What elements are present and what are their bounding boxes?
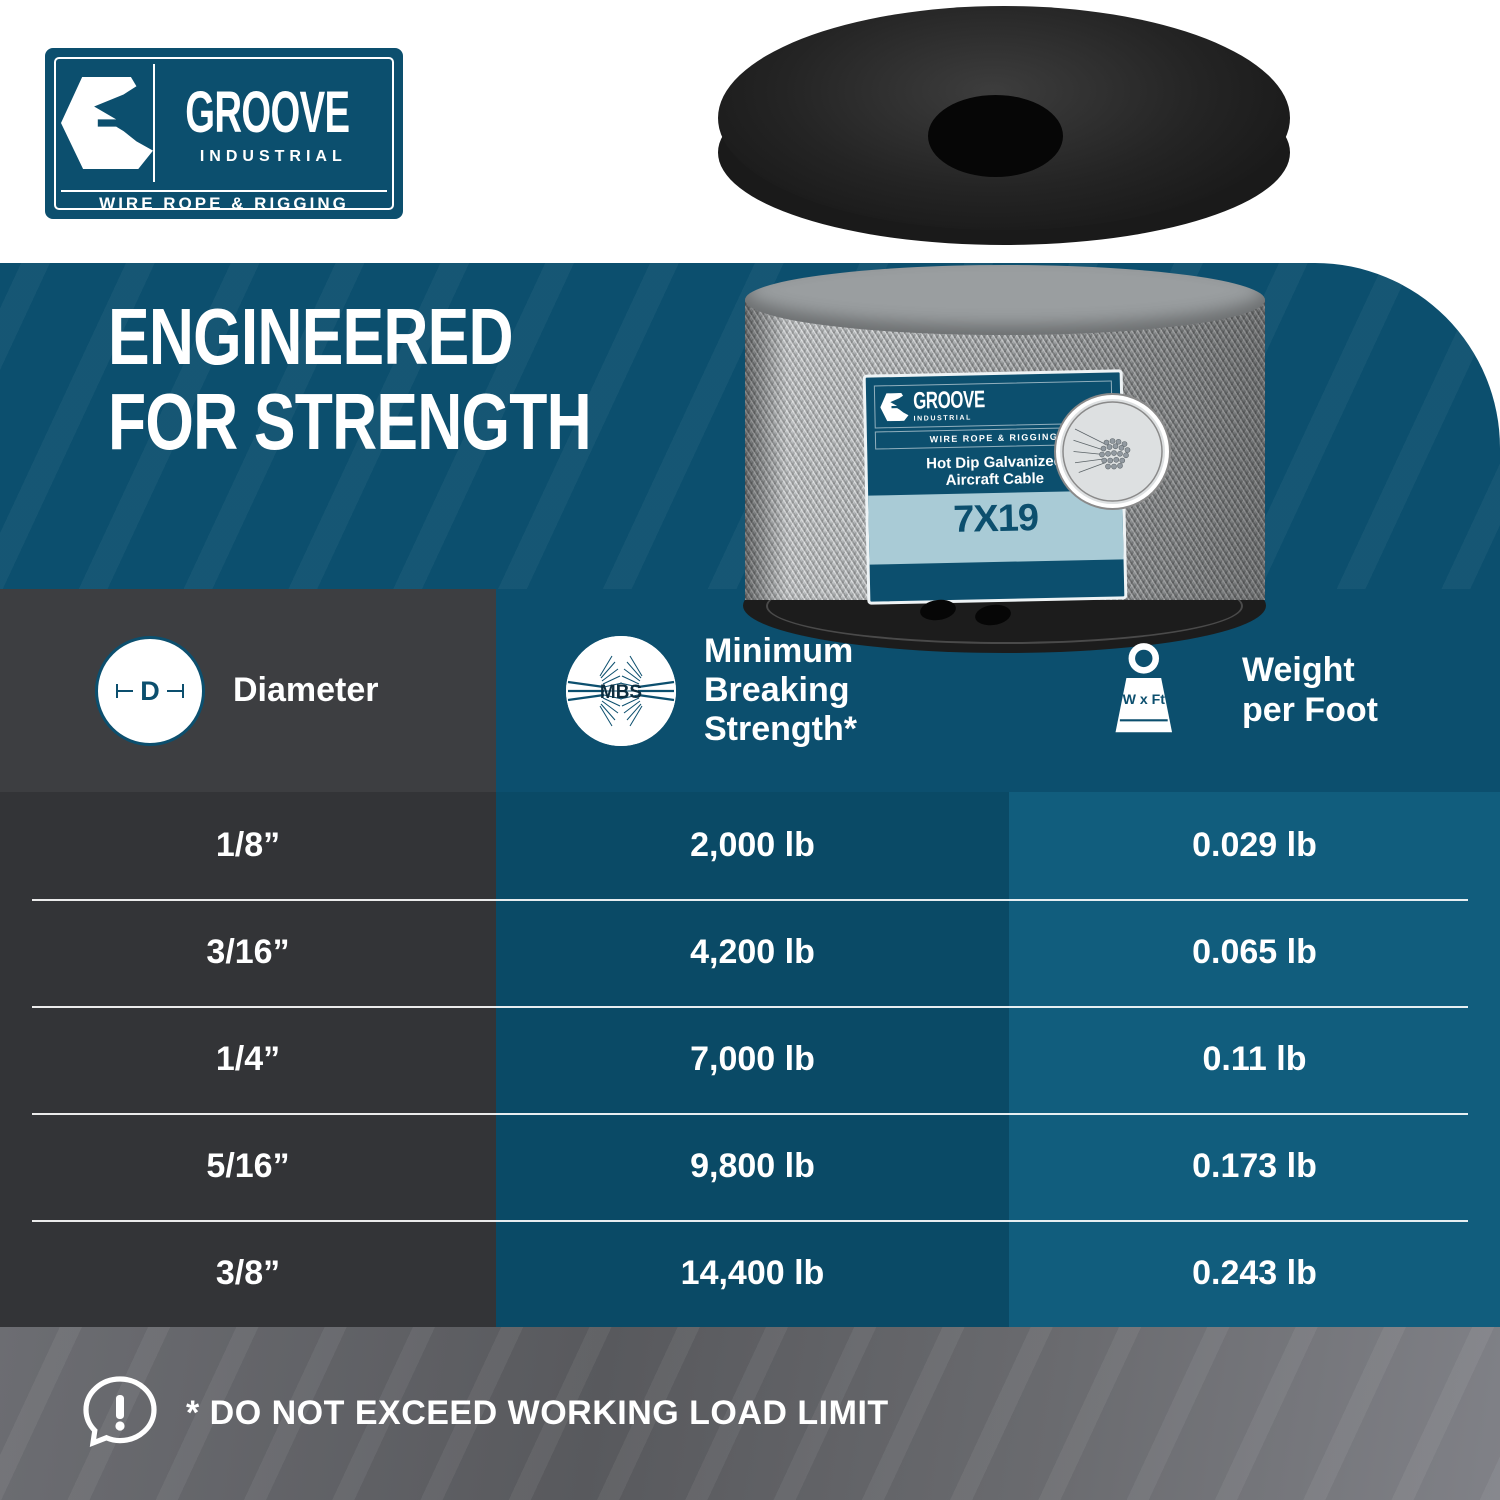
- svg-text:W x Ft: W x Ft: [1123, 691, 1166, 707]
- svg-text:MBS: MBS: [600, 682, 642, 703]
- svg-text:D: D: [140, 676, 160, 706]
